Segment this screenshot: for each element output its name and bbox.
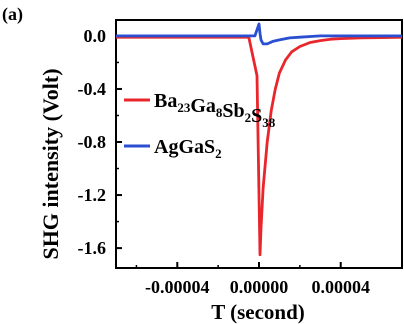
y-axis-label: SHG intensity (Volt) bbox=[38, 68, 63, 259]
x-tick-label: 0.00004 bbox=[311, 277, 370, 297]
series-line-1 bbox=[116, 22, 402, 46]
y-tick-label: -0.4 bbox=[78, 79, 107, 99]
legend-label-0: Ba23Ga8Sb2S38 bbox=[154, 90, 276, 130]
legend-label-1: AgGaS2 bbox=[154, 136, 222, 161]
series-line-0 bbox=[116, 35, 403, 257]
y-tick-label: 0.0 bbox=[84, 26, 107, 46]
y-tick-label: -1.6 bbox=[78, 238, 107, 258]
x-tick-label: -0.00004 bbox=[145, 277, 210, 297]
panel-label: (a) bbox=[2, 4, 23, 25]
y-tick-label: -0.8 bbox=[78, 132, 107, 152]
y-tick-label: -1.2 bbox=[78, 185, 107, 205]
x-axis-label: T (second) bbox=[211, 300, 305, 324]
x-tick-label: 0.00000 bbox=[230, 277, 289, 297]
